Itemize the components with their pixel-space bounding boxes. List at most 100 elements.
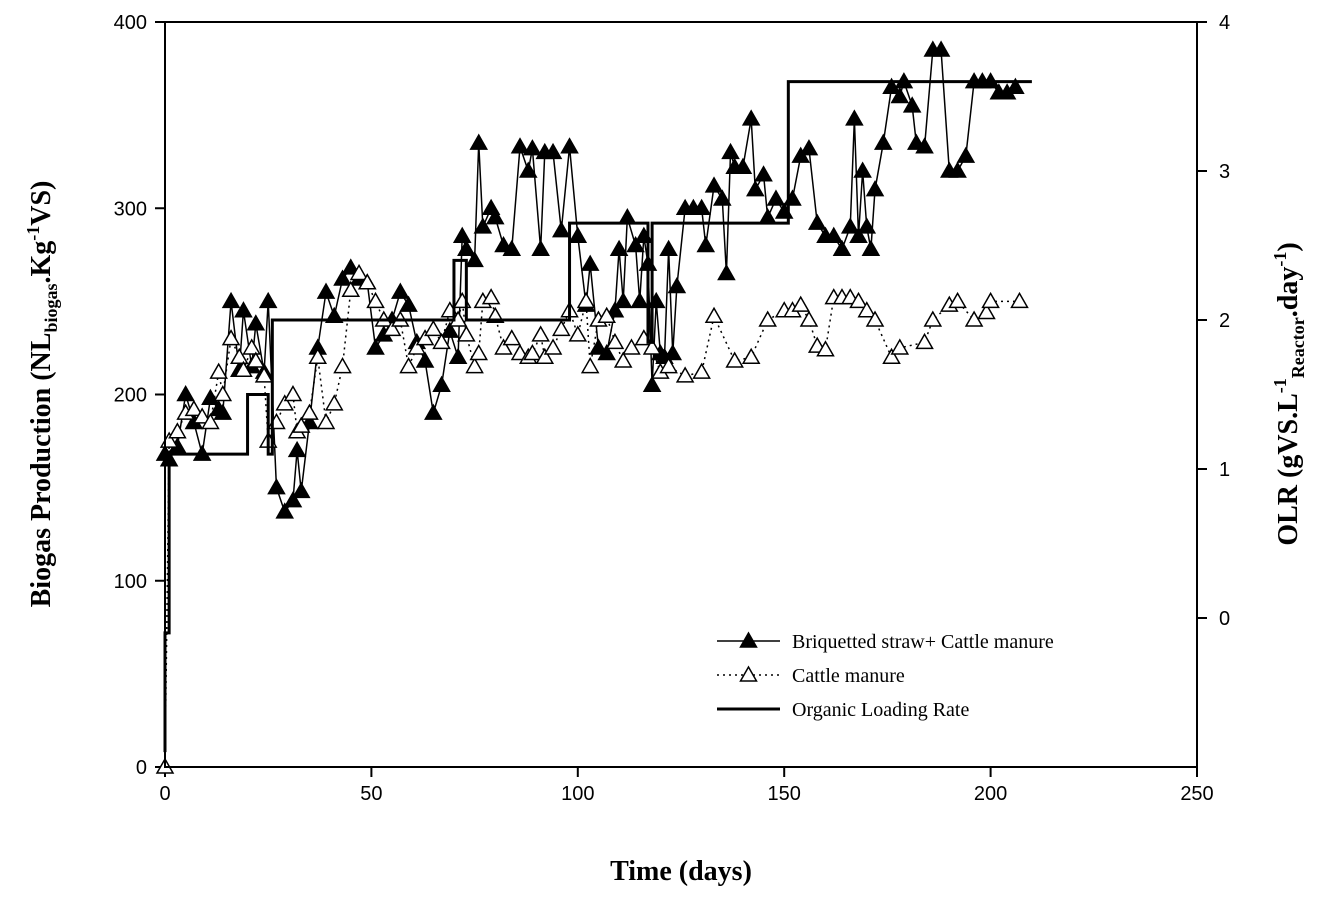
data-point: [481, 288, 501, 305]
data-point: [543, 142, 563, 160]
data-point: [981, 291, 1000, 309]
data-point: [931, 40, 951, 57]
legend-item: Briquetted straw+ Cattle manure: [717, 631, 1054, 653]
x-tick-label: 150: [768, 783, 801, 805]
data-point: [469, 344, 489, 361]
data-point: [865, 310, 885, 327]
data-point: [849, 226, 868, 243]
data-point: [1006, 77, 1025, 94]
data-point: [275, 394, 295, 411]
data-point: [840, 217, 860, 234]
y2-axis-title: OLR (gVS.L-1Reactor.day-1): [1270, 242, 1308, 545]
data-point: [258, 291, 278, 309]
data-point: [287, 440, 307, 458]
data-point: [696, 235, 716, 253]
data-point: [308, 347, 328, 364]
data-point: [890, 338, 910, 355]
data-point: [230, 347, 249, 364]
data-point: [861, 239, 881, 256]
data-point: [283, 491, 303, 508]
y-axis-title-superscript: -1: [23, 226, 43, 241]
y-tick-label: 400: [114, 12, 147, 34]
data-point: [956, 146, 976, 163]
y-axis-title-unit: .Kg: [26, 241, 57, 284]
y2-axis-title-main: OLR (gVS.L: [1273, 393, 1304, 545]
data-point: [618, 208, 637, 225]
data-point: [873, 133, 893, 150]
legend-label: Organic Loading Rate: [792, 699, 969, 721]
data-point: [333, 269, 352, 286]
data-point: [832, 239, 852, 256]
data-point: [799, 310, 819, 327]
data-point: [469, 133, 489, 150]
data-point: [580, 357, 600, 374]
data-point: [849, 291, 868, 309]
data-point: [667, 276, 687, 294]
y2-tick-label: 4: [1219, 12, 1230, 34]
data-point: [613, 291, 633, 309]
data-point: [485, 208, 505, 225]
data-point: [465, 250, 484, 268]
data-point: [597, 344, 616, 361]
x-tick-label: 50: [360, 783, 382, 805]
y-tick-label: 100: [114, 571, 147, 593]
series-0: [155, 40, 1025, 519]
data-point: [659, 239, 678, 256]
data-point: [551, 319, 571, 337]
y2-axis-title-subscript: Reactor: [1288, 317, 1308, 378]
data-point: [746, 180, 765, 197]
x-tick-label: 0: [159, 783, 170, 805]
data-point: [502, 239, 522, 256]
data-point: [626, 235, 645, 253]
data-point: [704, 176, 724, 193]
data-point: [865, 180, 885, 197]
data-point: [845, 109, 864, 126]
data-point: [300, 403, 319, 420]
y-axis-title: Biogas Production (NLbiogas.Kg-1VS): [23, 181, 61, 608]
data-point: [209, 362, 228, 379]
data-point: [382, 319, 402, 337]
data-point: [692, 198, 711, 215]
data-point: [663, 344, 683, 361]
legend-item: Cattle manure: [717, 665, 905, 687]
data-point: [366, 338, 385, 355]
data-point: [246, 314, 266, 331]
data-point: [349, 263, 369, 281]
data-point: [605, 332, 625, 350]
data-point: [357, 273, 377, 290]
data-point: [609, 239, 629, 256]
data-point: [597, 306, 616, 324]
y2-tick-label: 3: [1219, 161, 1230, 183]
data-point: [605, 301, 625, 318]
data-point: [754, 165, 773, 182]
data-point: [432, 332, 451, 350]
data-point: [341, 258, 361, 275]
legend-swatch-marker: [739, 631, 758, 648]
y2-axis-title-superscript: -1: [1270, 378, 1290, 393]
data-point: [882, 77, 901, 94]
y-axis-title-subscript: biogas: [41, 284, 61, 333]
data-point: [415, 329, 435, 346]
y-tick-label: 300: [114, 198, 147, 220]
data-point: [576, 291, 596, 309]
data-point: [807, 213, 827, 230]
data-point: [242, 338, 261, 355]
data-point: [816, 340, 835, 357]
data-point: [324, 394, 344, 411]
y2-axis-title-unit: .day: [1273, 267, 1304, 318]
data-point: [589, 338, 608, 355]
data-point: [176, 384, 195, 402]
data-point: [448, 347, 468, 364]
series-line: [164, 272, 1020, 768]
y2-tick-label: 2: [1219, 310, 1230, 332]
data-point: [741, 347, 761, 364]
y2-axis-title-superscript-2: -1: [1270, 252, 1290, 267]
data-point: [977, 303, 996, 320]
data-point: [234, 360, 253, 378]
data-point: [234, 301, 253, 318]
data-point: [316, 282, 336, 299]
data-point: [853, 161, 872, 178]
y-axis-title-main: Biogas Production (NL: [26, 333, 57, 608]
data-point: [424, 319, 443, 337]
data-point: [457, 325, 476, 342]
